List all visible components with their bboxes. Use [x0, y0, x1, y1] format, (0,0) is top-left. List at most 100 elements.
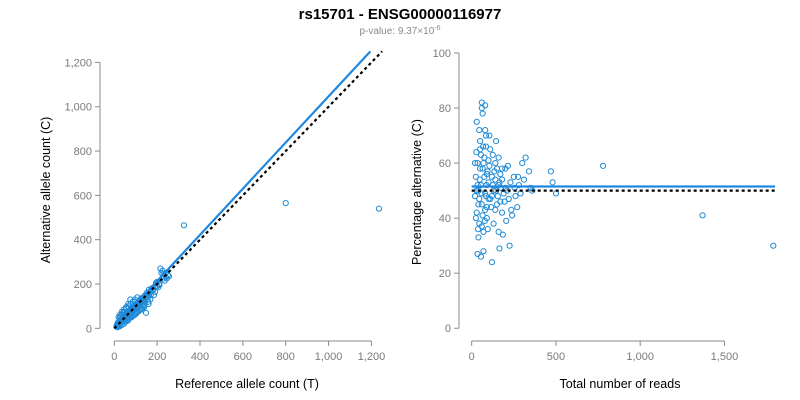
- data-point: [482, 143, 490, 150]
- data-point: [477, 137, 484, 145]
- data-point: [509, 212, 516, 219]
- y-tick-label: 100: [433, 48, 451, 60]
- data-point: [282, 200, 289, 207]
- data-point: [486, 162, 493, 169]
- data-point: [514, 204, 521, 211]
- data-point: [522, 154, 529, 161]
- data-point: [471, 159, 479, 167]
- subtitle-exponent: -6: [434, 25, 440, 32]
- data-point: [488, 173, 496, 180]
- percentage-scatter-panel: Total number of reads Percentage alterna…: [410, 48, 777, 391]
- data-point: [504, 162, 512, 169]
- data-point: [477, 151, 485, 158]
- y-tick-label: 0: [445, 323, 451, 335]
- data-point: [478, 201, 485, 208]
- data-point: [498, 184, 505, 191]
- data-point: [474, 226, 482, 233]
- data-point: [549, 179, 556, 186]
- x-tick-label: 0: [469, 351, 475, 363]
- data-point: [492, 159, 499, 167]
- data-point: [547, 168, 554, 175]
- data-point: [498, 209, 506, 216]
- data-point: [482, 206, 489, 213]
- data-point: [476, 176, 483, 183]
- data-point: [150, 291, 158, 299]
- x-tick-label: 1,500: [711, 351, 739, 363]
- x-tick-label: 0: [111, 351, 117, 363]
- y-tick-label: 600: [74, 190, 92, 202]
- data-point: [519, 159, 526, 167]
- y-tick-label: 400: [74, 235, 92, 247]
- data-point: [476, 195, 483, 202]
- x-axis-label-left: Reference allele count (T): [175, 377, 319, 391]
- data-point: [482, 102, 489, 109]
- data-point: [142, 309, 150, 316]
- y-tick-label: 200: [74, 279, 92, 291]
- data-point: [515, 182, 522, 189]
- data-point: [472, 215, 479, 222]
- data-point: [480, 228, 487, 236]
- data-point: [486, 132, 493, 139]
- data-point: [488, 193, 496, 200]
- data-point: [494, 193, 501, 200]
- data-point: [481, 217, 488, 225]
- data-point: [475, 234, 482, 241]
- y-tick-label: 0: [86, 323, 92, 335]
- data-point: [492, 176, 499, 183]
- data-point: [473, 148, 480, 156]
- data-point: [488, 259, 496, 266]
- data-point: [520, 176, 528, 183]
- data-point: [477, 165, 484, 172]
- data-point: [491, 168, 498, 175]
- allele-count-scatter-panel: Reference allele count (T) Alternative a…: [39, 50, 385, 391]
- data-point: [483, 171, 490, 178]
- data-point: [508, 206, 515, 213]
- data-point: [487, 204, 495, 211]
- x-tick-label: 600: [234, 351, 252, 363]
- data-point: [493, 187, 500, 194]
- subtitle-pvalue: p-value: 9.37×10: [359, 26, 434, 37]
- data-point: [507, 179, 514, 186]
- data-point: [699, 212, 706, 219]
- y-axis-label-left: Alternative allele count (C): [39, 117, 53, 264]
- data-point: [483, 182, 490, 189]
- data-point: [495, 228, 502, 236]
- data-point: [473, 209, 480, 216]
- data-point: [474, 159, 481, 167]
- data-point: [490, 220, 497, 227]
- y-axis-label-right: Percentage alternative (C): [410, 119, 424, 265]
- data-point: [498, 165, 506, 172]
- data-point: [145, 300, 152, 308]
- data-point: [496, 245, 503, 252]
- data-point: [151, 288, 159, 295]
- data-point: [489, 151, 496, 158]
- data-point: [493, 137, 500, 145]
- data-point: [478, 190, 485, 197]
- data-point: [482, 126, 489, 134]
- data-point: [478, 99, 485, 106]
- data-point: [495, 154, 502, 161]
- chart-title: rs15701 - ENSG00000116977: [299, 6, 502, 23]
- data-point: [477, 253, 485, 260]
- x-tick-label: 800: [277, 351, 295, 363]
- y-tick-label: 1,200: [64, 57, 92, 69]
- data-point: [492, 206, 499, 213]
- data-point: [479, 110, 486, 117]
- x-tick-label: 1,000: [315, 351, 343, 363]
- chart-subtitle: p-value: 9.37×10-6: [359, 25, 440, 37]
- x-axis-label-right: Total number of reads: [560, 377, 681, 391]
- data-point: [144, 296, 151, 303]
- data-point: [480, 159, 487, 167]
- data-point: [180, 222, 188, 229]
- data-point: [493, 201, 501, 208]
- y-tick-label: 1,000: [64, 102, 92, 114]
- data-point: [484, 168, 491, 175]
- data-point: [147, 291, 154, 299]
- x-tick-label: 1,000: [626, 351, 654, 363]
- y-tick-label: 800: [74, 146, 92, 158]
- data-point: [475, 201, 482, 208]
- data-point: [497, 171, 504, 178]
- data-point: [375, 205, 383, 212]
- data-point: [496, 179, 503, 186]
